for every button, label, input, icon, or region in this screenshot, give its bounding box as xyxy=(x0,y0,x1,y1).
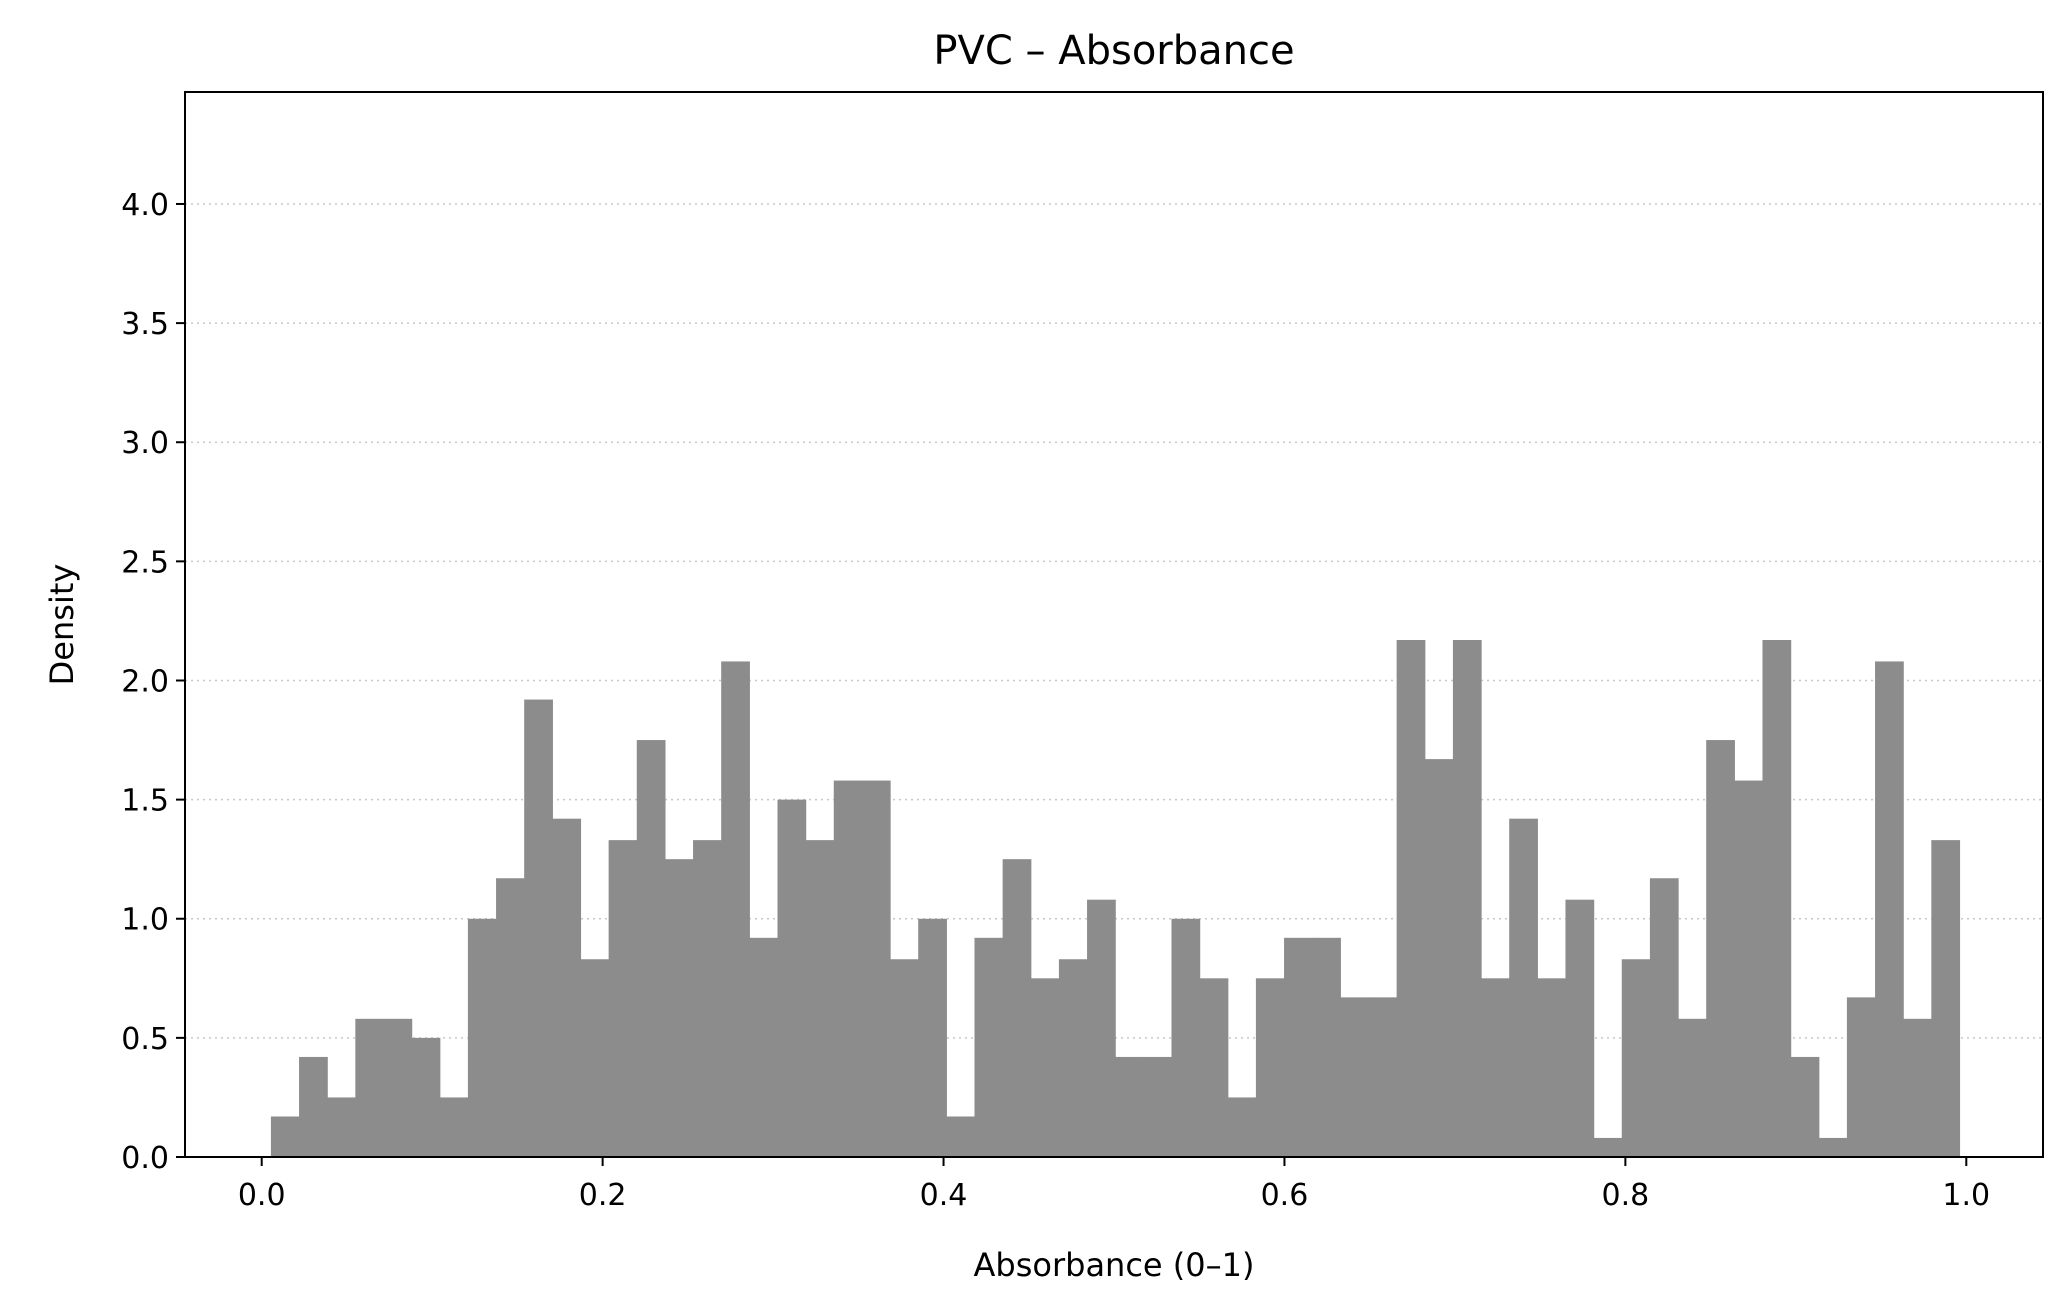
histogram-bar xyxy=(383,1018,413,1157)
histogram-bar xyxy=(1030,978,1060,1157)
histogram-bar xyxy=(1931,840,1961,1157)
histogram-bar xyxy=(496,878,525,1157)
histogram-bar xyxy=(1649,878,1679,1157)
histogram-bar xyxy=(1509,818,1538,1157)
histogram-bars xyxy=(270,639,1961,1157)
histogram-bar xyxy=(1593,1137,1623,1157)
y-tick-label: 4.0 xyxy=(121,188,169,223)
histogram-bar xyxy=(1818,1137,1848,1157)
y-tick-label: 0.5 xyxy=(121,1022,169,1057)
histogram-bar xyxy=(1143,1056,1173,1157)
histogram-bar xyxy=(1284,937,1313,1157)
histogram-bar xyxy=(1115,1056,1144,1157)
histogram-bar xyxy=(439,1097,469,1157)
histogram-bar xyxy=(890,959,919,1157)
histogram-bar xyxy=(805,840,835,1157)
histogram-bar xyxy=(1846,997,1876,1157)
histogram-bar xyxy=(355,1018,385,1157)
x-tick-label: 0.8 xyxy=(1602,1178,1650,1213)
x-tick-label: 0.4 xyxy=(920,1178,968,1213)
histogram-bar xyxy=(1903,1018,1932,1157)
x-tick-label: 0.2 xyxy=(579,1178,627,1213)
histogram-bar xyxy=(1058,959,1088,1157)
y-axis-ticks: 0.0 0.5 1.0 1.5 2.0 2.5 3.0 3.5 4.0 xyxy=(121,188,185,1176)
histogram-bar xyxy=(1706,740,1735,1157)
histogram-bar xyxy=(693,840,722,1157)
histogram-bar xyxy=(1790,1056,1820,1157)
x-tick-label: 1.0 xyxy=(1942,1178,1990,1213)
y-tick-label: 3.0 xyxy=(121,426,169,461)
x-axis-ticks: 0.0 0.2 0.4 0.6 0.8 1.0 xyxy=(238,1157,1990,1213)
histogram-bar xyxy=(1762,639,1792,1157)
histogram-bar xyxy=(974,937,1004,1157)
histogram-bar xyxy=(721,661,750,1157)
histogram-bar xyxy=(1312,937,1341,1157)
y-tick-label: 2.0 xyxy=(121,664,169,699)
histogram-bar xyxy=(1199,978,1229,1157)
histogram-bar xyxy=(1734,780,1764,1157)
histogram-bar xyxy=(946,1116,976,1157)
histogram-bar xyxy=(1255,978,1285,1157)
histogram-bar xyxy=(1171,918,1201,1157)
histogram-bar xyxy=(1875,661,1904,1157)
histogram-bar xyxy=(1678,1018,1707,1157)
x-tick-label: 0.0 xyxy=(238,1178,286,1213)
x-tick-label: 0.6 xyxy=(1261,1178,1309,1213)
histogram-bar xyxy=(664,859,694,1157)
y-tick-label: 1.0 xyxy=(121,903,169,938)
histogram-bar xyxy=(270,1116,300,1157)
histogram-bar xyxy=(1481,978,1510,1157)
histogram-bar xyxy=(608,840,638,1157)
histogram-bar xyxy=(1340,997,1370,1157)
histogram-bar xyxy=(327,1097,356,1157)
histogram-bar xyxy=(524,699,553,1157)
histogram-bar xyxy=(1396,639,1426,1157)
histogram-bar xyxy=(749,937,779,1157)
y-tick-label: 3.5 xyxy=(121,307,169,342)
x-axis-label: Absorbance (0–1) xyxy=(974,1246,1255,1284)
y-tick-label: 1.5 xyxy=(121,784,169,819)
chart-title: PVC – Absorbance xyxy=(933,28,1294,74)
histogram-bar xyxy=(1087,899,1116,1157)
histogram-bar xyxy=(552,818,582,1157)
histogram-bar xyxy=(861,780,891,1157)
histogram-bar xyxy=(467,918,497,1157)
histogram-bar xyxy=(1002,859,1032,1157)
plot-area-frame xyxy=(184,91,2044,1158)
histogram-bar xyxy=(833,780,863,1157)
histogram-bar xyxy=(1537,978,1567,1157)
histogram-bar xyxy=(777,799,807,1157)
histogram-bar xyxy=(1368,997,1398,1157)
y-tick-label: 2.5 xyxy=(121,545,169,580)
histogram-bar xyxy=(580,959,610,1157)
histogram-bar xyxy=(299,1056,328,1157)
y-tick-label: 0.0 xyxy=(121,1141,169,1176)
histogram-bar xyxy=(1452,639,1482,1157)
histogram-bar xyxy=(1227,1097,1257,1157)
histogram-bar xyxy=(1565,899,1595,1157)
histogram-bar xyxy=(1621,959,1651,1157)
histogram-bar xyxy=(636,740,666,1157)
histogram-bar xyxy=(411,1037,441,1157)
y-axis-label: Density xyxy=(43,564,81,686)
histogram-bar xyxy=(918,918,947,1157)
histogram-bar xyxy=(1424,759,1454,1157)
